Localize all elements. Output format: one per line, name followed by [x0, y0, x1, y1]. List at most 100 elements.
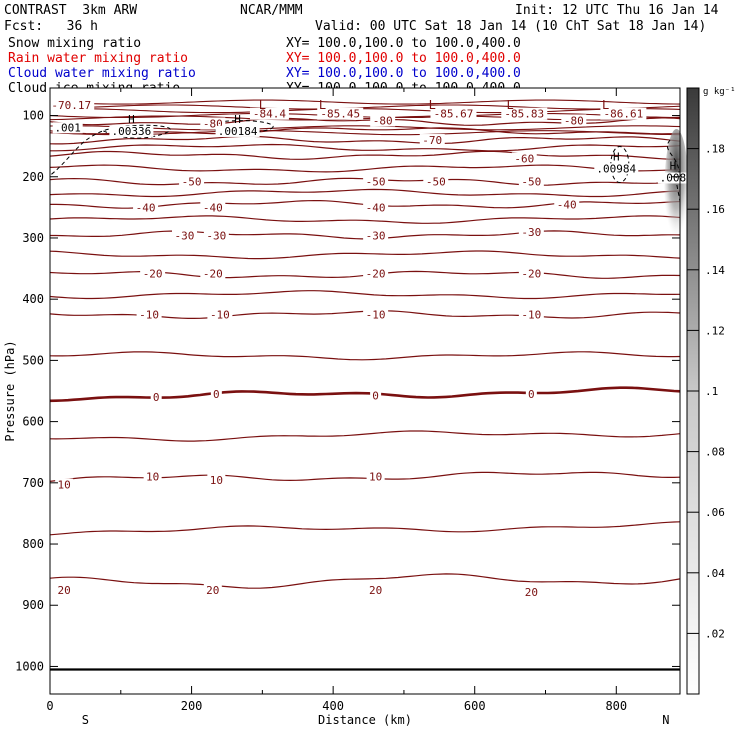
isotherm-line	[49, 250, 681, 260]
contour-label: -20	[366, 267, 386, 280]
contour-label: -85.67	[434, 108, 474, 121]
mixing-ratio-label: .008	[660, 171, 687, 184]
contour-label: -20	[521, 267, 541, 280]
contour-label: -20	[203, 267, 223, 280]
contour-label: -50	[521, 176, 541, 189]
isotherm-line	[49, 99, 681, 105]
x-tick-label: 0	[46, 699, 53, 713]
contour-label: 10	[369, 471, 382, 484]
isotherm-line	[49, 104, 681, 110]
y-tick-label: 200	[22, 170, 44, 184]
isotherm-line	[49, 521, 681, 536]
label-background	[366, 470, 385, 483]
contour-label: -30	[206, 230, 226, 243]
label-background	[171, 229, 197, 242]
colorbar-tick-label: .06	[705, 506, 725, 519]
colorbar: .02 .04 .06 .08 .1 .12 .14 .16 .18 g kg⁻¹	[686, 87, 736, 695]
contour-label: 0	[528, 388, 535, 401]
contour-label: -10	[210, 308, 230, 321]
label-background	[363, 229, 389, 242]
y-tick-label: 600	[22, 415, 44, 429]
label-background	[525, 388, 537, 401]
model-title: CONTRAST 3km ARW	[4, 3, 138, 18]
label-background	[370, 389, 382, 402]
high-marker: H	[128, 113, 135, 126]
colorbar-tick-label: .14	[705, 264, 725, 277]
y-tick-label: 1000	[15, 659, 44, 673]
contour-label: 20	[206, 584, 219, 597]
label-background	[55, 583, 74, 596]
contour-label: 20	[58, 584, 71, 597]
contour-label: -50	[182, 176, 202, 189]
contour-label: 10	[210, 474, 223, 487]
isotherm-line	[50, 143, 681, 152]
contour-label: -85.83	[504, 108, 544, 121]
contour-label: -40	[136, 201, 156, 214]
isotherm-line	[49, 430, 681, 442]
label-background	[133, 201, 159, 214]
south-label: S	[82, 713, 89, 727]
label-background	[136, 308, 162, 321]
contour-label: 10	[58, 479, 71, 492]
field-label: Cloud water mixing ratio	[8, 66, 196, 81]
label-background	[518, 225, 544, 238]
isotherm-line	[49, 188, 681, 198]
colorbar-tick-label: .16	[705, 203, 725, 216]
plot-frame	[49, 87, 681, 695]
mixing-ratio-label: .00184	[218, 125, 258, 138]
colorbar-tick-label: .02	[705, 627, 725, 640]
colorbar-tick-label: .12	[705, 324, 725, 337]
contour-label: -10	[139, 308, 159, 321]
cloud-ice-shading	[664, 129, 689, 249]
y-tick-label: 400	[22, 292, 44, 306]
label-background	[423, 175, 449, 188]
contour-label: -70.17	[51, 99, 91, 112]
label-background	[370, 114, 396, 127]
forecast-hour: Fcst: 36 h	[4, 19, 98, 34]
label-background	[419, 134, 445, 147]
x-tick-label: 800	[605, 699, 627, 713]
contour-label: -40	[203, 201, 223, 214]
label-background	[518, 308, 544, 321]
contour-label: -40	[366, 201, 386, 214]
isotherm-line	[49, 125, 681, 131]
label-background	[200, 117, 226, 130]
contour-label: -80	[564, 114, 584, 127]
contour-label: -86.61	[603, 108, 643, 121]
label-background	[179, 175, 205, 188]
label-background	[511, 152, 537, 165]
isotherm-line	[49, 108, 681, 114]
x-tick-label: 600	[464, 699, 486, 713]
isotherm-line	[49, 130, 681, 136]
contour-label: -84.4	[253, 108, 286, 121]
contour-label: -10	[366, 308, 386, 321]
contour-label: 0	[153, 391, 160, 404]
high-marker: H	[670, 159, 677, 172]
isotherm-line	[49, 112, 680, 119]
low-marker: L	[429, 98, 436, 112]
contour-label: -20	[143, 267, 163, 280]
field-xy: XY= 100.0,100.0 to 100.0,400.0	[286, 66, 521, 81]
low-marker: L	[602, 98, 609, 112]
label-background	[150, 391, 162, 404]
label-background	[501, 107, 548, 120]
label-background	[203, 229, 229, 242]
label-background	[200, 201, 226, 214]
label-background	[109, 125, 154, 137]
y-axis-label: Pressure (hPa)	[3, 340, 17, 441]
label-background	[561, 114, 587, 127]
field-label: Rain water mixing ratio	[8, 51, 189, 66]
axes: 0 200 400 600 800100200300400500600700800900…	[3, 87, 681, 727]
label-background	[215, 125, 260, 137]
label-background	[210, 388, 222, 401]
contour-label: -50	[366, 176, 386, 189]
isotherm-line	[49, 573, 681, 589]
label-background	[207, 308, 233, 321]
contour-label: -40	[557, 198, 577, 211]
contour-label: -50	[426, 176, 446, 189]
y-tick-label: 300	[22, 231, 44, 245]
contour-label: -85.45	[320, 108, 360, 121]
low-marker: L	[506, 98, 513, 112]
label-background	[55, 478, 74, 491]
temperature-contours	[49, 99, 689, 671]
